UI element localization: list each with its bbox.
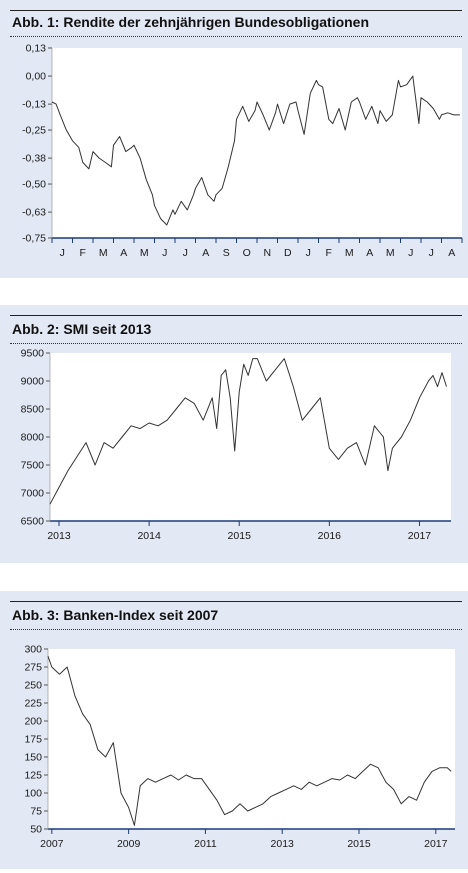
y-tick-label: 200 [24,716,42,728]
series-line [47,656,452,826]
chart-panel-3: Abb. 3: Banken-Index seit 2007 300 275 250… [0,591,468,869]
x-tick-label: 2014 [137,530,161,542]
dotted-separator [10,629,462,630]
x-tick-label: 2015 [228,530,252,542]
plot-area [52,48,462,238]
x-tick-label: 2013 [271,838,295,850]
x-tick-label: M [386,247,395,259]
y-tick-label: -0,50 [22,179,46,191]
x-tick-label: M [140,247,149,259]
x-tick-label: 2015 [347,838,371,850]
y-tick-label: 300 [24,644,42,656]
y-tick-label: 225 [24,698,42,710]
x-tick-label: A [202,247,209,259]
x-tick-label: J [429,247,434,259]
y-tick-label: 0,13 [26,43,47,55]
y-tick-label: 125 [24,770,42,782]
title-rule [10,10,462,11]
x-tick-label: 2016 [318,530,342,542]
x-tick-label: A [366,247,373,259]
chart-title: Abb. 2: SMI seit 2013 [12,321,152,337]
y-tick-label: -0,13 [22,99,46,111]
y-tick-label: 0,00 [26,71,47,83]
y-tick-label: 9000 [21,376,45,388]
y-tick-label: 75 [30,806,42,818]
x-tick-label: J [408,247,413,259]
x-tick-label: D [284,247,292,259]
plot-area [48,649,455,829]
y-tick-label: 8500 [21,404,45,416]
x-tick-label: M [345,247,354,259]
x-tick-label: 2017 [408,530,432,542]
x-tick-label: 2017 [424,838,448,850]
y-tick-label: 250 [24,680,42,692]
y-tick-label: 175 [24,734,42,746]
x-tick-label: O [243,247,251,259]
y-tick-label: -0,38 [22,153,46,165]
title-rule [10,315,462,316]
series-line [51,75,460,226]
series-line [49,358,447,505]
y-tick-label: 100 [24,788,42,800]
y-tick-label: 9500 [21,348,45,360]
y-tick-label: -0,75 [22,233,46,245]
x-tick-label: A [448,247,455,259]
x-tick-label: M [99,247,108,259]
chart-panel-2: Abb. 2: SMI seit 2013 6500 7000 7500 8000 85… [0,305,468,563]
x-tick-label: N [263,247,271,259]
bank-index-chart: 300 275 250 225 200 175 150 125 100 75 50 2007 2009 2… [24,644,455,850]
x-tick-label: J [162,247,167,259]
title-rule [10,601,462,602]
y-tick-label: 8000 [21,432,45,444]
chart-title: Abb. 1: Rendite der zehnjährigen Bundeso… [12,14,370,30]
y-tick-label: -0,63 [22,207,46,219]
x-tick-label: 2013 [47,530,71,542]
y-tick-label: 50 [30,824,42,836]
y-tick-label: 150 [24,752,42,764]
y-tick-label: 7500 [21,460,45,472]
x-tick-label: S [223,247,230,259]
y-tick-label: 6500 [21,516,45,528]
plot-area [50,353,451,521]
y-tick-label: 7000 [21,488,45,500]
x-tick-label: A [120,247,127,259]
x-tick-label: 2011 [194,838,217,850]
x-tick-label: 2007 [40,838,64,850]
y-tick-label: 275 [24,662,42,674]
chart-title: Abb. 3: Banken-Index seit 2007 [12,607,219,623]
dotted-separator [10,36,462,37]
x-tick-label: J [306,247,311,259]
x-tick-label: 2009 [117,838,141,850]
y-tick-label: -0,25 [22,125,46,137]
dotted-separator [10,343,462,344]
smi-chart: 6500 7000 7500 8000 8500 9000 9500 2013 2014 2015… [21,348,451,542]
bond-yield-chart: 0,13 0,00 -0,13 -0,25 -0,38 -0,50 -0,63 -0,75 J F… [22,43,463,259]
x-tick-label: F [326,247,332,259]
x-tick-label: J [183,247,188,259]
chart-panel-1: Abb. 1: Rendite der zehnjährigen Bundeso… [0,0,468,278]
x-tick-label: F [80,247,86,259]
x-tick-label: J [60,247,65,259]
